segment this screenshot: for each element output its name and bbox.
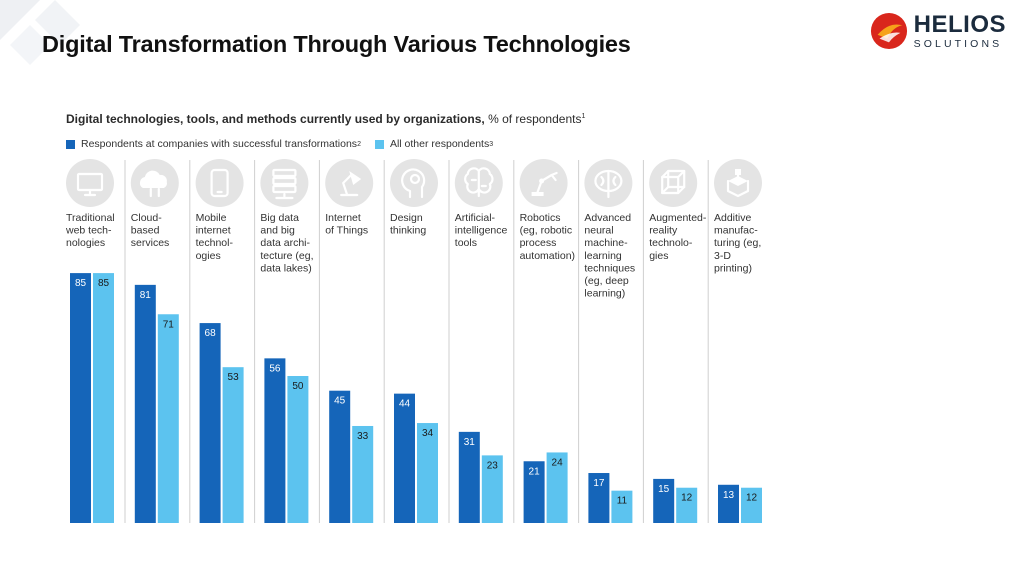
bar-others [611, 490, 633, 523]
value-label-successful: 44 [399, 399, 411, 410]
value-label-others: 12 [681, 493, 693, 504]
server-icon [260, 159, 309, 207]
bar-successful [264, 358, 286, 523]
value-label-others: 71 [163, 319, 175, 330]
category-group: Mobile internet technol-ogies 68 53 [195, 159, 256, 523]
bar-successful [199, 323, 221, 523]
value-label-others: 85 [98, 278, 110, 289]
bar-successful [329, 390, 351, 523]
bar-others [287, 376, 309, 523]
bar-successful [588, 473, 610, 523]
bar-others [741, 487, 762, 523]
brand-logo: HELIOS SOLUTIONS [870, 12, 1006, 50]
bar-others [157, 314, 179, 523]
chart-legend: Respondents at companies with successful… [66, 138, 507, 150]
category-label: Traditional web tech-nologies [65, 212, 115, 249]
value-label-others: 11 [617, 496, 628, 507]
brand-subtitle: SOLUTIONS [913, 37, 1003, 50]
category-label: Design thinking [390, 212, 426, 237]
category-label: Artificial-intelligence tools [455, 212, 508, 249]
chart-title-note: 1 [581, 113, 586, 120]
legend-swatch-successful [66, 139, 75, 149]
chart-title: Digital technologies, tools, and methods… [66, 112, 585, 126]
legend-note-successful: 2 [357, 140, 361, 148]
value-label-successful: 45 [334, 396, 346, 407]
helios-logo-icon [870, 12, 907, 50]
3d-printer-icon [714, 159, 762, 207]
bar-others [352, 425, 374, 523]
bar-successful [458, 431, 480, 523]
cloud-icon [130, 159, 179, 207]
value-label-others: 50 [292, 381, 304, 392]
bar-successful [523, 461, 545, 523]
page-title: Digital Transformation Through Various T… [42, 31, 631, 57]
value-label-successful: 85 [75, 278, 87, 289]
category-group: Big data and big data archi-tecture (eg, da… [260, 159, 320, 523]
monitor-icon [66, 159, 114, 207]
category-label: Advanced neural machine-learning techniques… [584, 212, 635, 300]
robot-arm-icon [519, 159, 568, 207]
value-label-others: 12 [746, 493, 758, 504]
bar-successful [134, 284, 156, 523]
legend-label-others: All other respondents [389, 138, 490, 150]
category-label: Big data and big data archi-tecture (eg, da… [260, 212, 313, 274]
category-label: Additive manufac-turing (eg, 3-D printing) [714, 212, 761, 274]
category-label: Internet of Things [325, 212, 368, 237]
brain-circuit-icon [454, 159, 503, 207]
value-label-others: 33 [357, 431, 369, 442]
category-label: Cloud-based services [131, 212, 170, 249]
bar-successful [394, 393, 415, 523]
value-label-others: 24 [552, 457, 564, 468]
value-label-successful: 21 [529, 466, 541, 477]
bar-others [546, 452, 568, 523]
category-group: Internet of Things 45 33 [325, 159, 385, 523]
bar-others [481, 455, 503, 523]
chart-title-bold: Digital technologies, tools, and methods… [66, 112, 485, 126]
legend-label-successful: Respondents at companies with successful… [81, 138, 358, 150]
category-group: Advanced neural machine-learning techniques… [584, 159, 644, 523]
desk-lamp-icon [325, 159, 374, 207]
legend-item-others: All other respondents 3 [374, 138, 494, 150]
category-label: Mobile internet technol-ogies [196, 212, 234, 262]
chart-title-rest: % of respondents [484, 112, 582, 126]
value-label-successful: 15 [658, 484, 670, 495]
bar-others [93, 273, 114, 523]
value-label-successful: 17 [593, 478, 605, 489]
category-group: Cloud-based services 81 71 [130, 159, 191, 523]
value-label-others: 34 [422, 428, 434, 439]
bar-successful [653, 478, 675, 523]
category-group: Traditional web tech-nologies 85 85 [65, 159, 126, 523]
value-label-successful: 13 [723, 490, 735, 501]
cube-icon [649, 159, 698, 207]
category-label: Augmented-reality technolo-gies [649, 212, 707, 262]
brand-name: HELIOS [913, 10, 1006, 38]
category-group: Augmented-reality technolo-gies 15 12 [649, 159, 709, 523]
legend-note-others: 3 [489, 140, 494, 148]
category-group: Robotics (eg, robotic process automation) 21… [519, 159, 580, 523]
head-lightbulb-icon [390, 159, 438, 207]
legend-item-successful: Respondents at companies with successful… [66, 138, 361, 150]
bar-successful [70, 273, 91, 523]
value-label-others: 53 [228, 372, 240, 383]
legend-swatch-others [374, 139, 384, 149]
category-group: Design thinking 44 34 [390, 159, 450, 523]
value-label-others: 23 [487, 460, 499, 471]
bar-others [222, 367, 244, 523]
value-label-successful: 68 [205, 328, 217, 339]
smartphone-icon [195, 159, 244, 207]
category-group: Artificial-intelligence tools 31 23 [454, 159, 515, 523]
bar-others [676, 487, 698, 523]
corner-decoration [0, 0, 80, 65]
brain-icon [584, 159, 633, 207]
bar-successful [718, 484, 739, 523]
bar-others [417, 423, 438, 523]
category-label: Robotics (eg, robotic process automation) [520, 212, 575, 262]
value-label-successful: 81 [140, 290, 152, 301]
category-group: Additive manufac-turing (eg, 3-D printing) 1… [714, 159, 762, 523]
value-label-successful: 56 [269, 363, 281, 374]
value-label-successful: 31 [464, 437, 476, 448]
